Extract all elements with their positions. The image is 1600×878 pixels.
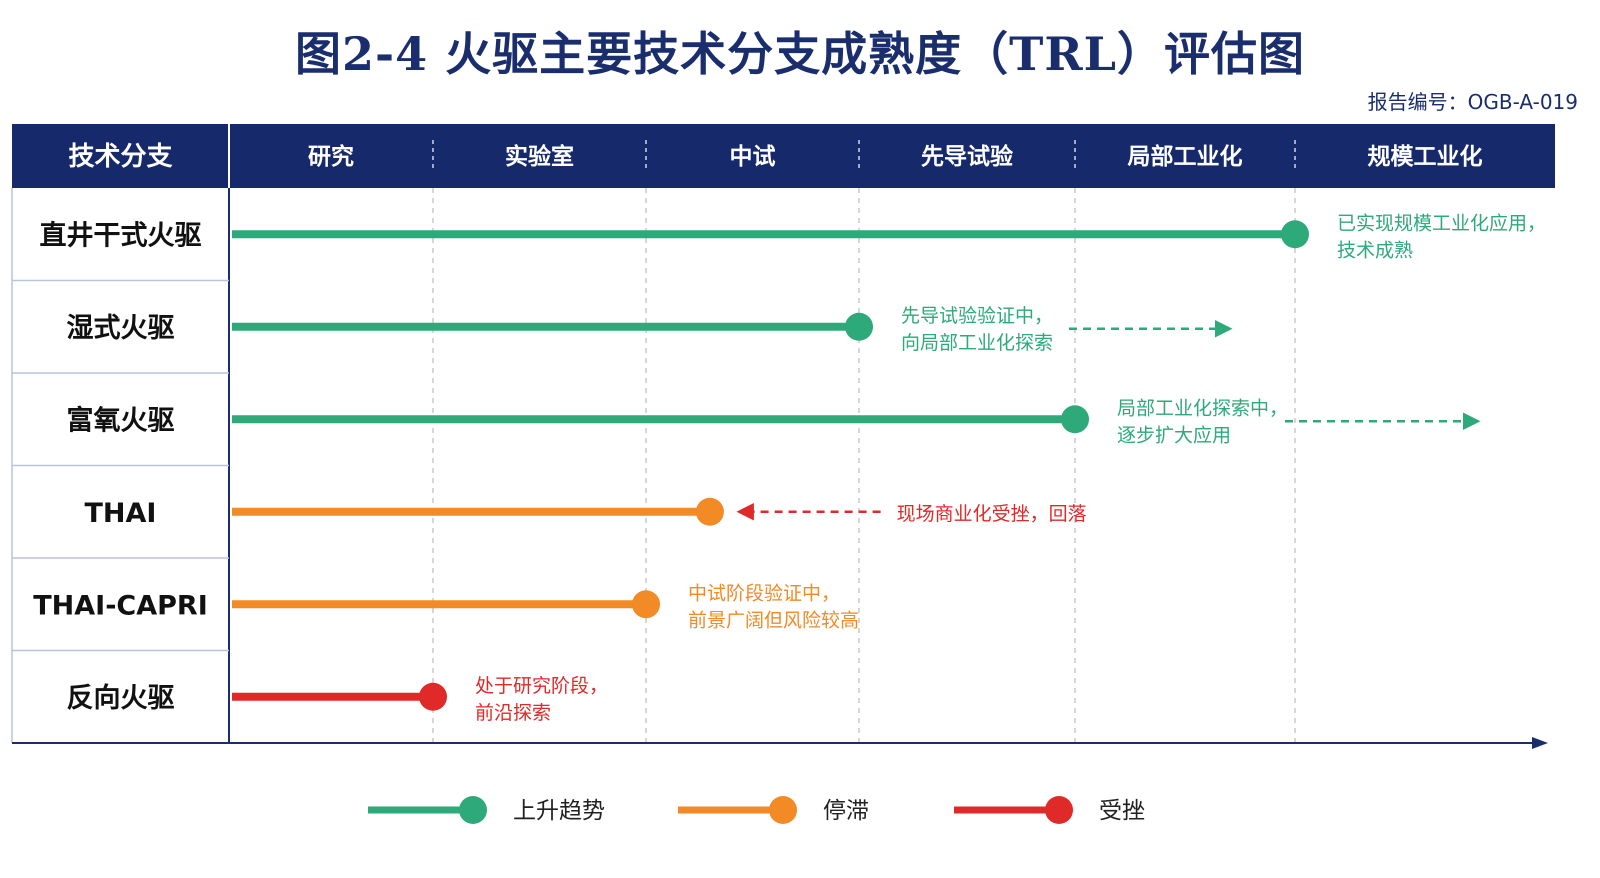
branch-annotation: 前景广阔但风险较高 (688, 609, 859, 631)
stage-label: 研究 (308, 143, 354, 170)
branch-annotation: 局部工业化探索中， (1117, 397, 1288, 419)
legend-marker (769, 796, 797, 824)
branch-annotation: 先导试验验证中， (901, 305, 1053, 327)
trl-marker (845, 312, 873, 341)
trl-marker (1281, 220, 1309, 249)
report-number: 报告编号：OGB-A-019 (1367, 90, 1578, 114)
legend-label: 停滞 (823, 798, 869, 824)
legend-label: 上升趋势 (513, 798, 605, 824)
stage-label: 局部工业化 (1128, 143, 1243, 170)
branch-annotation: 中试阶段验证中， (688, 582, 840, 604)
branch-annotation: 已实现规模工业化应用， (1337, 212, 1546, 234)
branch-annotation: 前沿探索 (475, 702, 551, 724)
branch-label: 湿式火驱 (67, 313, 175, 344)
branch-label: 直井干式火驱 (40, 220, 202, 251)
trl-marker (1061, 405, 1089, 434)
legend-marker (459, 796, 487, 824)
branch-annotation: 处于研究阶段， (475, 675, 608, 697)
header-label-branch: 技术分支 (68, 142, 172, 172)
trl-marker (695, 497, 724, 526)
legend-label: 受挫 (1099, 798, 1145, 824)
branch-label: 反向火驱 (67, 682, 175, 714)
trl-marker (632, 590, 660, 619)
stage-label: 实验室 (505, 143, 574, 170)
branch-annotation: 现场商业化受挫，回落 (897, 503, 1087, 525)
x-axis-arrowhead (1532, 737, 1548, 749)
stage-label: 先导试验 (921, 143, 1013, 170)
branch-label: 富氧火驱 (67, 404, 175, 436)
page-title: 图2-4 火驱主要技术分支成熟度（TRL）评估图 (295, 27, 1305, 81)
stage-label: 中试 (730, 144, 776, 170)
header-band (12, 124, 1555, 188)
trl-marker (419, 682, 447, 711)
branch-label: THAI-CAPRI (33, 590, 208, 621)
branch-annotation: 逐步扩大应用 (1117, 424, 1231, 446)
legend-marker (1045, 796, 1073, 824)
stage-label: 规模工业化 (1368, 143, 1483, 170)
branch-annotation: 向局部工业化探索 (901, 332, 1053, 354)
branch-annotation: 技术成熟 (1337, 239, 1413, 261)
branch-label: THAI (85, 498, 157, 529)
